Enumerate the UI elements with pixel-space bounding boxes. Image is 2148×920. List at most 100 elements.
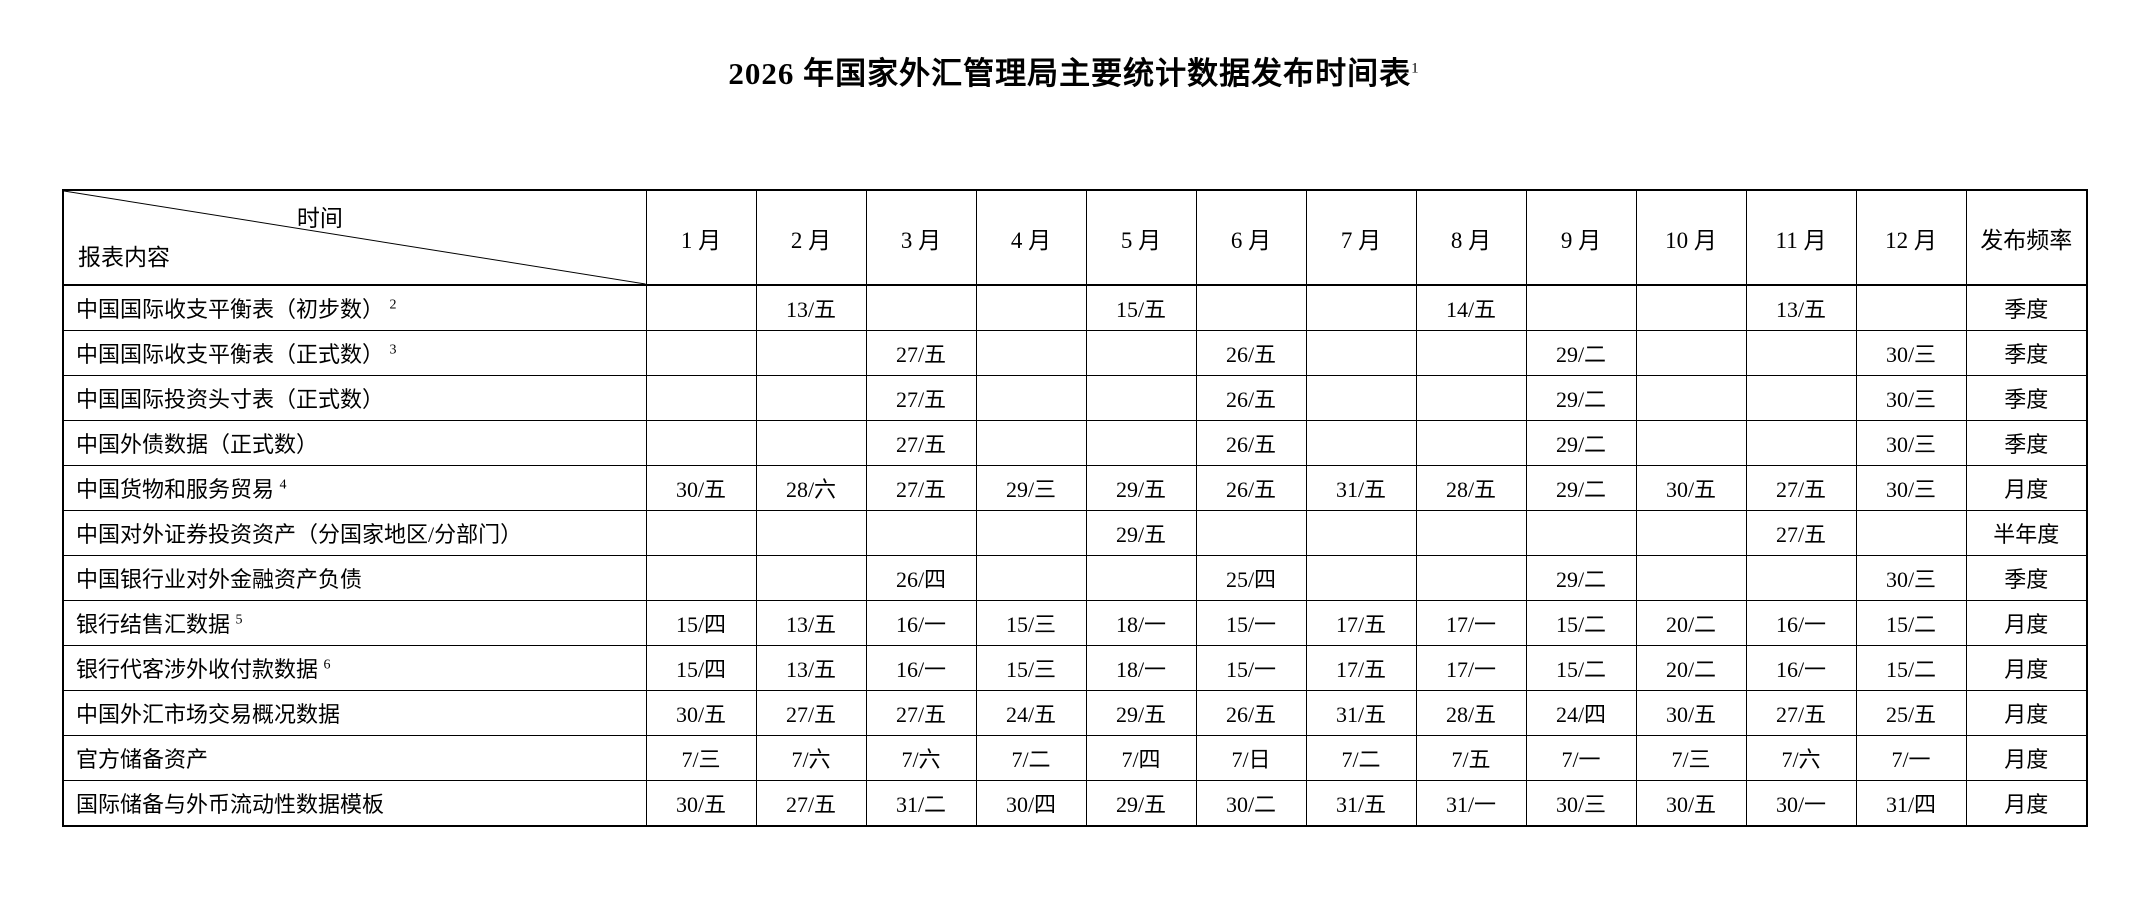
- date-cell: 7/六: [1745, 735, 1857, 781]
- table-row: 银行结售汇数据 5 15/四 13/五 16/一 15/三 18/一 15/一 17/五 17/…: [62, 600, 2088, 646]
- date-cell: 31/五: [1305, 690, 1417, 736]
- report-name: 官方储备资产: [76, 747, 209, 772]
- month-header: 5 月: [1085, 189, 1197, 286]
- date-cell: 27/五: [1745, 690, 1857, 736]
- report-name-cell: 中国外汇市场交易概况数据: [62, 690, 647, 736]
- date-cell: 16/一: [865, 600, 977, 646]
- date-cell: [975, 375, 1087, 421]
- date-cell: 27/五: [1745, 465, 1857, 511]
- date-cell: 7/日: [1195, 735, 1307, 781]
- date-cell: [1085, 375, 1197, 421]
- date-cell: 25/四: [1195, 555, 1307, 601]
- report-name-cell: 国际储备与外币流动性数据模板: [62, 780, 647, 827]
- date-cell: 7/四: [1085, 735, 1197, 781]
- date-cell: 29/五: [1085, 510, 1197, 556]
- month-header: 3 月: [865, 189, 977, 286]
- date-cell: [1305, 420, 1417, 466]
- table-row: 银行代客涉外收付款数据 6 15/四 13/五 16/一 15/三 18/一 15/一 17/…: [62, 645, 2088, 691]
- report-name: 中国外债数据（正式数）: [76, 432, 319, 457]
- date-cell: 31/一: [1415, 780, 1527, 827]
- month-header: 7 月: [1305, 189, 1417, 286]
- report-name: 中国外汇市场交易概况数据: [76, 702, 341, 727]
- date-cell: 30/五: [645, 690, 757, 736]
- frequency-cell: 月度: [1965, 600, 2088, 646]
- frequency-header: 发布频率: [1965, 189, 2088, 286]
- report-name: 国际储备与外币流动性数据模板: [76, 792, 385, 817]
- date-cell: 30/三: [1525, 780, 1637, 827]
- date-cell: 7/一: [1855, 735, 1967, 781]
- date-cell: 20/二: [1635, 600, 1747, 646]
- date-cell: 15/三: [975, 600, 1087, 646]
- title-footnote-marker: 1: [1411, 60, 1420, 77]
- date-cell: 7/三: [1635, 735, 1747, 781]
- date-cell: 27/五: [865, 330, 977, 376]
- date-cell: [1305, 284, 1417, 331]
- date-cell: 27/五: [865, 375, 977, 421]
- report-name: 银行代客涉外收付款数据: [76, 657, 319, 682]
- frequency-cell: 季度: [1965, 420, 2088, 466]
- date-cell: 15/二: [1855, 645, 1967, 691]
- footnote-marker: 3: [389, 342, 397, 358]
- date-cell: 27/五: [865, 690, 977, 736]
- date-cell: [1305, 330, 1417, 376]
- date-cell: 26/五: [1195, 330, 1307, 376]
- report-name-cell: 银行代客涉外收付款数据 6: [62, 645, 647, 691]
- date-cell: 29/二: [1525, 375, 1637, 421]
- date-cell: 28/五: [1415, 690, 1527, 736]
- date-cell: 18/一: [1085, 600, 1197, 646]
- date-cell: 7/二: [1305, 735, 1417, 781]
- date-cell: 16/一: [1745, 645, 1857, 691]
- month-header: 4 月: [975, 189, 1087, 286]
- date-cell: [755, 555, 867, 601]
- table-row: 中国国际收支平衡表（正式数） 3 27/五 26/五 29/二 30/三 季度: [62, 330, 2088, 376]
- footnote-marker: 2: [389, 297, 397, 313]
- date-cell: 7/六: [865, 735, 977, 781]
- report-name-cell: 中国银行业对外金融资产负债: [62, 555, 647, 601]
- footnote-marker: 5: [235, 612, 243, 628]
- date-cell: 31/五: [1305, 780, 1417, 827]
- frequency-cell: 季度: [1965, 555, 2088, 601]
- date-cell: 30/四: [975, 780, 1087, 827]
- date-cell: 18/一: [1085, 645, 1197, 691]
- frequency-cell: 月度: [1965, 780, 2088, 827]
- table-row: 中国国际投资头寸表（正式数） 27/五 26/五 29/二 30/三 季度: [62, 375, 2088, 421]
- date-cell: [1085, 555, 1197, 601]
- date-cell: 15/三: [975, 645, 1087, 691]
- month-header: 11 月: [1745, 189, 1857, 286]
- date-cell: 27/五: [865, 420, 977, 466]
- date-cell: 29/二: [1525, 465, 1637, 511]
- date-cell: 24/五: [975, 690, 1087, 736]
- date-cell: 13/五: [755, 600, 867, 646]
- report-name: 中国国际收支平衡表（正式数）: [76, 342, 385, 367]
- date-cell: 25/五: [1855, 690, 1967, 736]
- month-header: 1 月: [645, 189, 757, 286]
- frequency-cell: 月度: [1965, 690, 2088, 736]
- date-cell: [645, 510, 757, 556]
- date-cell: 30/五: [645, 465, 757, 511]
- report-name: 中国货物和服务贸易: [76, 477, 275, 502]
- date-cell: 30/二: [1195, 780, 1307, 827]
- footnote-marker: 4: [279, 477, 287, 493]
- date-cell: 13/五: [755, 284, 867, 331]
- table-row: 中国外汇市场交易概况数据 30/五 27/五 27/五 24/五 29/五 26/五 31/五…: [62, 690, 2088, 736]
- date-cell: 13/五: [755, 645, 867, 691]
- date-cell: 30/三: [1855, 375, 1967, 421]
- date-cell: 29/二: [1525, 420, 1637, 466]
- date-cell: 30/五: [1635, 780, 1747, 827]
- date-cell: 17/五: [1305, 600, 1417, 646]
- date-cell: 30/五: [1635, 465, 1747, 511]
- report-name-cell: 中国货物和服务贸易 4: [62, 465, 647, 511]
- date-cell: [755, 375, 867, 421]
- date-cell: [1745, 420, 1857, 466]
- date-cell: 27/五: [755, 780, 867, 827]
- page-title: 2026 年国家外汇管理局主要统计数据发布时间表1: [0, 48, 2148, 93]
- date-cell: 29/五: [1085, 465, 1197, 511]
- date-cell: [975, 420, 1087, 466]
- month-header: 2 月: [755, 189, 867, 286]
- date-cell: 26/四: [865, 555, 977, 601]
- date-cell: 27/五: [865, 465, 977, 511]
- date-cell: 29/三: [975, 465, 1087, 511]
- date-cell: 31/五: [1305, 465, 1417, 511]
- date-cell: 31/四: [1855, 780, 1967, 827]
